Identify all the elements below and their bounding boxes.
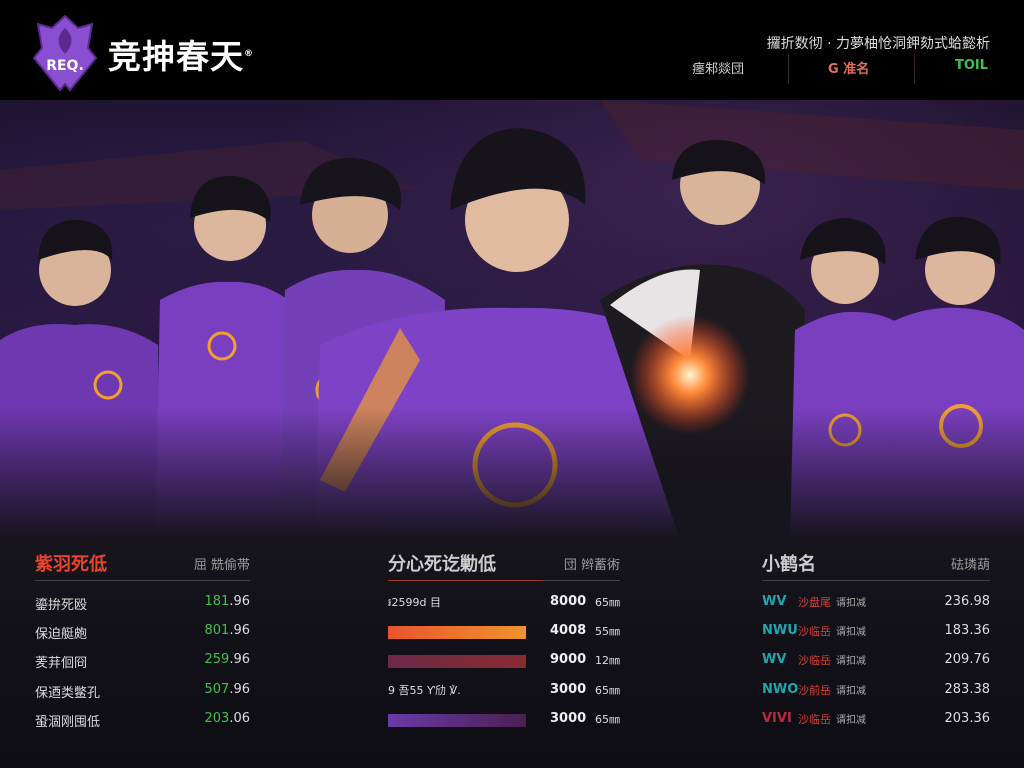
bar-unit: 65㎜ [595, 713, 620, 726]
left-stats-panel: 紫羽死低 屈 兟偷帯 鎏拚死殴 181.96 保迫艇皰 801.96 羐荓佪冏 259… [35, 540, 250, 768]
panel-title: 紫羽死低 [35, 554, 107, 575]
nav-item-3[interactable]: TOIL [955, 58, 989, 73]
divider [914, 54, 915, 84]
panel-title: 分心死讫勦低 [388, 554, 496, 575]
stat-label: 鎏拚死殴 [35, 598, 88, 613]
nav-item-1[interactable]: 瘗邾燚団 [692, 62, 745, 77]
nav-item-2[interactable]: G 准名 [828, 62, 870, 77]
player-name: 沙盘尾 [798, 596, 831, 609]
player-score: 209.76 [944, 652, 991, 667]
bar-value: 3000 [550, 682, 587, 697]
bar-label: ៛2599d 目 [388, 596, 441, 609]
bar-value: 3000 [550, 711, 587, 726]
team-tag: NWO [762, 682, 799, 697]
stat-row[interactable]: 羐荓佪冏 259.96 [35, 652, 250, 672]
player-extra: 谞扣减 [836, 715, 866, 726]
player-name: 沙前岳 [798, 684, 831, 697]
ranking-row[interactable]: NWO 沙前岳 谞扣减 283.38 [762, 682, 990, 702]
tagline: 攞折数彻 · 力夢柚怆洞鉀劾式蛤懿析 [766, 36, 990, 52]
ranking-row[interactable]: NWU 沙临岳 谞扣减 183.36 [762, 623, 990, 643]
player-name: 沙临岳 [798, 713, 831, 726]
stat-row[interactable]: 鎏拚死殴 181.96 [35, 594, 250, 614]
progress-bar [388, 714, 526, 727]
bar-unit: 65㎜ [595, 596, 620, 609]
stat-label: 保迺类鳖孔 [35, 686, 101, 701]
player-extra: 谞扣减 [836, 598, 866, 609]
stat-row[interactable]: 蛩涸刚囤低 203.06 [35, 711, 250, 731]
ranking-row[interactable]: VIVI 沙临岳 谞扣减 203.36 [762, 711, 990, 731]
player-name: 沙临岳 [798, 654, 831, 667]
divider [543, 580, 620, 581]
stat-value: 203.06 [204, 711, 250, 726]
player-score: 236.98 [944, 594, 991, 609]
stat-value: 259.96 [204, 652, 250, 667]
team-photo [0, 100, 1024, 540]
middle-stats-panel: 分心死讫勦低 団 辫蓄術 ៛2599d 目 8000 65㎜ 4008 55㎜ 9000 1… [388, 540, 620, 768]
divider [762, 580, 990, 581]
stat-row[interactable]: 保迫艇皰 801.96 [35, 623, 250, 643]
svg-text:REQ.: REQ. [46, 58, 84, 74]
stat-value: 801.96 [204, 623, 250, 638]
stat-label: 保迫艇皰 [35, 627, 88, 642]
bar-value: 4008 [550, 623, 587, 638]
panel-subtitle: 屈 兟偷帯 [193, 558, 250, 573]
panel-subtitle: 団 辫蓄術 [563, 558, 620, 573]
player-extra: 谞扣减 [836, 656, 866, 667]
divider [35, 580, 250, 581]
stat-value: 507.96 [204, 682, 250, 697]
team-tag: NWU [762, 623, 798, 638]
bar-row: 4008 55㎜ [388, 623, 620, 643]
stat-label: 蛩涸刚囤低 [35, 715, 101, 730]
stat-row[interactable]: 保迺类鳖孔 507.96 [35, 682, 250, 702]
player-name: 沙临岳 [798, 625, 831, 638]
stats-section: 紫羽死低 屈 兟偷帯 鎏拚死殴 181.96 保迫艇皰 801.96 羐荓佪冏 259… [0, 540, 1024, 768]
team-tag: WV [762, 652, 787, 667]
right-stats-panel: 小鹤名 砝璘葫 WV 沙盘尾 谞扣减 236.98 NWU 沙临岳 谞扣减 183… [762, 540, 990, 768]
ranking-row[interactable]: WV 沙临岳 谞扣减 209.76 [762, 652, 990, 672]
bar-row: ៛2599d 目 8000 65㎜ [388, 594, 620, 614]
progress-bar [388, 626, 526, 639]
ranking-row[interactable]: WV 沙盘尾 谞扣减 236.98 [762, 594, 990, 614]
stat-label: 羐荓佪冏 [35, 656, 88, 671]
team-logo[interactable]: REQ. [30, 14, 100, 92]
bar-row: 9 吾55 Ƴ劤 ℣. 3000 65㎜ [388, 682, 620, 702]
bar-unit: 65㎜ [595, 684, 620, 697]
bar-label: 9 吾55 Ƴ劤 ℣. [388, 684, 461, 697]
player-extra: 谞扣减 [836, 686, 866, 697]
bar-unit: 55㎜ [595, 625, 620, 638]
bar-row: 3000 65㎜ [388, 711, 620, 731]
brand-title: 竞抻春天® [108, 37, 254, 76]
bar-row: 9000 12㎜ [388, 652, 620, 672]
bar-value: 9000 [550, 652, 587, 667]
panel-subtitle: 砝璘葫 [950, 558, 990, 573]
divider [788, 54, 789, 84]
bar-value: 8000 [550, 594, 587, 609]
progress-bar [388, 655, 526, 668]
team-tag: VIVI [762, 711, 792, 726]
bar-unit: 12㎜ [595, 654, 620, 667]
player-score: 203.36 [944, 711, 991, 726]
player-extra: 谞扣减 [836, 627, 866, 638]
panel-title: 小鹤名 [762, 554, 816, 575]
player-score: 183.36 [944, 623, 991, 638]
divider-accent [388, 580, 543, 581]
header: REQ. 竞抻春天® 攞折数彻 · 力夢柚怆洞鉀劾式蛤懿析 瘗邾燚団 G 准名 … [0, 0, 1024, 100]
player-score: 283.38 [944, 682, 991, 697]
stat-value: 181.96 [204, 594, 250, 609]
team-tag: WV [762, 594, 787, 609]
